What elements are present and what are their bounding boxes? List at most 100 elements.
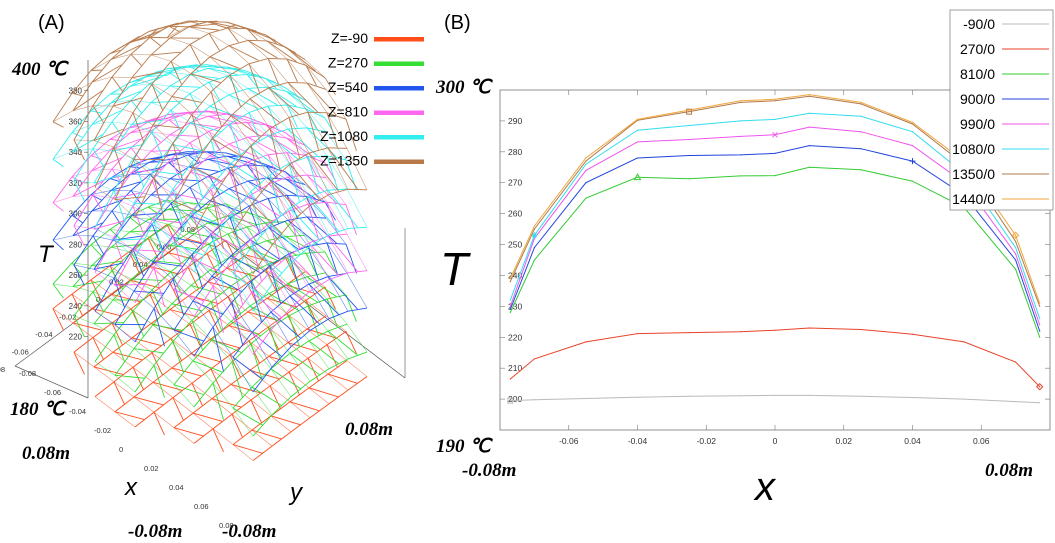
data-point	[585, 164, 586, 165]
mesh-edge	[212, 384, 231, 398]
data-point	[585, 157, 586, 158]
data-point	[740, 120, 741, 121]
mesh-edge	[132, 172, 152, 180]
mesh-edge	[252, 430, 272, 446]
mesh-edge	[251, 400, 271, 416]
mesh-edge	[191, 285, 221, 294]
mesh-edge	[328, 374, 348, 390]
mesh-edge	[115, 159, 134, 199]
mesh-edge	[286, 91, 305, 100]
surface-3d-chart: 220240260280300320340360380T0.080.060.04…	[0, 0, 440, 542]
mesh-edge	[95, 147, 114, 187]
y-tick-label: 0.02	[144, 464, 159, 473]
series-line	[510, 328, 1039, 387]
data-point	[585, 341, 586, 342]
x-tick-label: 0.04	[904, 436, 921, 446]
mesh-edge	[151, 55, 171, 61]
mesh-edge	[174, 413, 193, 428]
data-point	[1039, 386, 1040, 387]
mesh-edge	[291, 418, 310, 432]
data-point	[860, 102, 861, 103]
legend-label: Z=1350	[320, 153, 368, 169]
data-point	[1015, 401, 1016, 402]
legend-label: Z=270	[328, 55, 368, 71]
data-point	[1039, 337, 1040, 338]
legend-label: Z=-90	[331, 30, 368, 46]
mesh-edge	[194, 429, 213, 444]
y-tick-label: 0.04	[169, 483, 184, 492]
mesh-edge	[151, 52, 181, 55]
data-point	[860, 396, 861, 397]
data-point	[912, 145, 913, 146]
x-tick-label: -0.02	[697, 436, 717, 446]
data-point	[585, 198, 586, 199]
mesh-edge	[327, 299, 347, 324]
mesh-edge	[74, 352, 85, 374]
mesh-edge	[233, 387, 252, 408]
data-point	[740, 102, 741, 103]
mesh-edge	[329, 359, 348, 369]
mesh-edge	[173, 398, 193, 413]
mesh-edge	[95, 382, 114, 397]
data-point	[637, 157, 638, 158]
mesh-edge	[310, 404, 329, 418]
data-point	[688, 109, 689, 110]
mesh-edge	[327, 202, 338, 234]
mesh-edge	[213, 429, 233, 445]
mesh-edge	[228, 28, 248, 40]
mesh-edge	[190, 33, 209, 44]
mesh-edge	[252, 430, 282, 439]
mesh-edge	[152, 339, 171, 353]
mesh-edge	[271, 416, 301, 425]
mesh-edge	[112, 77, 132, 78]
data-point	[1015, 259, 1016, 260]
data-point	[637, 141, 638, 142]
z-tick-label: 280	[69, 240, 83, 249]
mesh-edge	[173, 341, 184, 372]
mesh-edge	[246, 212, 276, 222]
mesh-edge	[270, 386, 281, 409]
mesh-edge	[112, 77, 123, 91]
mesh-edge	[95, 397, 115, 412]
data-point	[809, 395, 810, 396]
data-point	[1039, 306, 1040, 307]
mesh-edge	[92, 158, 122, 171]
mesh-edge	[110, 139, 121, 140]
mesh-edge	[133, 84, 152, 113]
mesh-edge	[268, 198, 288, 220]
legend-swatch	[374, 86, 424, 91]
data-point	[774, 100, 775, 101]
mesh-edge	[268, 58, 288, 82]
data-point	[1039, 318, 1040, 319]
mesh-edge	[328, 374, 358, 383]
series--90-0	[508, 395, 1040, 404]
mesh-edge	[74, 140, 94, 141]
mesh-edge	[233, 318, 253, 355]
mesh-edge	[248, 40, 267, 41]
mesh-edge	[213, 240, 224, 288]
mesh-edge	[74, 352, 94, 367]
y-axis-label: y	[288, 479, 304, 506]
mesh-edge	[289, 372, 309, 388]
mesh-edge	[152, 84, 163, 110]
mesh-edge	[347, 361, 367, 377]
mesh-edge	[249, 58, 268, 63]
mesh-edge	[327, 243, 347, 273]
y-tick-label: -0.06	[44, 388, 61, 397]
data-point	[740, 136, 741, 137]
mesh-edge	[149, 26, 169, 31]
mesh-edge	[288, 82, 307, 83]
mesh-edge	[151, 179, 170, 195]
z-tick-label: 220	[69, 333, 83, 342]
mesh-edge	[229, 95, 249, 113]
legend-label: 990/0	[960, 116, 995, 132]
mesh-edge	[115, 412, 145, 420]
mesh-edge	[91, 245, 102, 256]
mesh-edge	[287, 314, 307, 329]
mesh-edge	[193, 276, 212, 301]
mesh-edge	[233, 445, 253, 461]
mesh-edge	[329, 390, 348, 404]
data-point	[860, 131, 861, 132]
mesh-edge	[233, 232, 253, 273]
mesh-edge	[131, 54, 142, 65]
